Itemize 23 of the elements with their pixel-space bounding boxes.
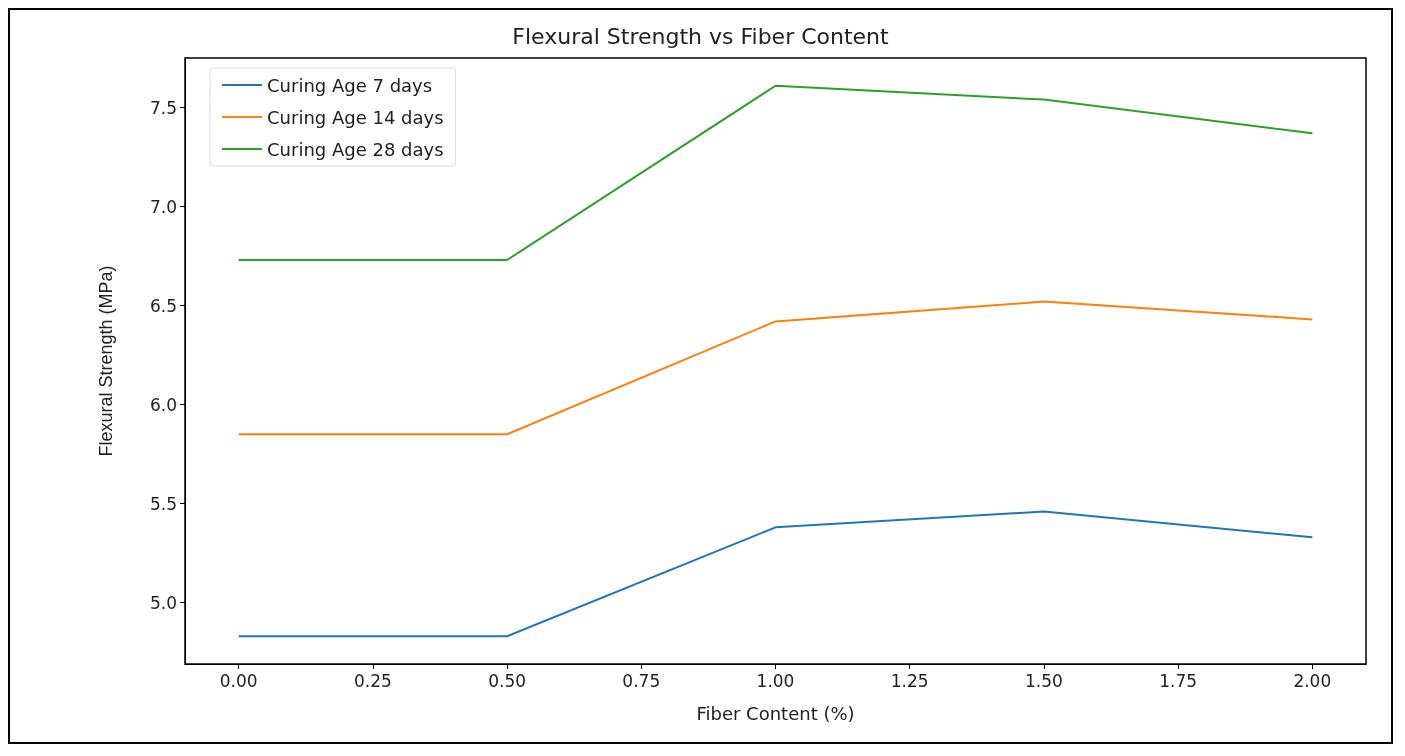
chart-title: Flexural Strength vs Fiber Content xyxy=(512,23,890,49)
x-tick-label: 0.25 xyxy=(353,670,392,691)
y-tick-label: 5.0 xyxy=(149,592,177,613)
legend-label: Curing Age 7 days xyxy=(267,74,433,96)
y-tick-label: 7.0 xyxy=(149,196,177,217)
legend-label: Curing Age 14 days xyxy=(267,106,444,128)
x-tick-label: 0.75 xyxy=(622,670,661,691)
y-axis-title: Flexural Strength (MPa) xyxy=(96,265,116,457)
line-series xyxy=(237,300,1314,436)
legend-label: Curing Age 28 days xyxy=(267,138,444,160)
x-axis-title: Fiber Content (%) xyxy=(696,702,855,724)
x-tick-label: 1.00 xyxy=(756,670,795,691)
y-tick-label: 6.0 xyxy=(149,394,177,415)
y-tick-label: 7.5 xyxy=(149,97,177,118)
y-tick-label: 5.5 xyxy=(149,493,177,514)
x-tick-label: 1.50 xyxy=(1024,670,1063,691)
x-tick-label: 0.50 xyxy=(488,670,527,691)
y-tick-label: 6.5 xyxy=(149,295,177,316)
line-series xyxy=(237,510,1314,638)
x-tick-label: 1.75 xyxy=(1159,670,1198,691)
x-tick-label: 0.00 xyxy=(219,670,258,691)
x-tick-label: 1.25 xyxy=(890,670,929,691)
x-tick-label: 2.00 xyxy=(1293,670,1332,691)
